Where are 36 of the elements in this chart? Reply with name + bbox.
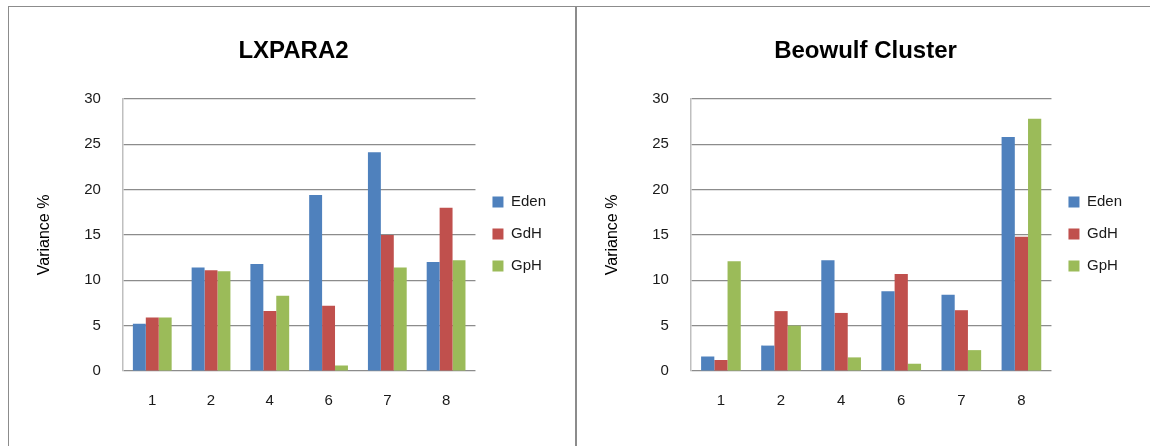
x-tick-label: 6 xyxy=(324,391,333,409)
y-tick-label: 20 xyxy=(652,179,669,197)
y-axis-title: Variance % xyxy=(603,194,621,276)
chart-title: LXPARA2 xyxy=(238,36,349,64)
y-axis-title: Variance % xyxy=(35,194,53,276)
x-tick-label: 7 xyxy=(383,391,392,409)
y-tick-label: 25 xyxy=(84,134,101,152)
y-tick-label: 30 xyxy=(652,88,669,106)
chart-title: Beowulf Cluster xyxy=(774,36,957,64)
x-tick-label: 4 xyxy=(265,391,274,409)
y-tick-label: 15 xyxy=(84,225,101,243)
x-tick-label: 8 xyxy=(441,391,451,409)
legend-label: Eden xyxy=(1086,192,1123,210)
y-tick-label: 30 xyxy=(84,88,101,106)
y-tick-label: 0 xyxy=(660,361,669,379)
x-tick-label: 6 xyxy=(897,391,906,409)
y-tick-label: 0 xyxy=(92,361,101,379)
x-tick-label: 8 xyxy=(1017,391,1026,409)
legend-label: Eden xyxy=(510,192,547,210)
x-tick-label: 2 xyxy=(776,391,786,409)
x-tick-label: 2 xyxy=(206,391,216,409)
y-tick-label: 5 xyxy=(92,315,101,333)
y-tick-label: 20 xyxy=(84,179,101,197)
legend-label: GpH xyxy=(510,256,542,274)
x-tick-label: 4 xyxy=(836,391,846,409)
x-tick-label: 7 xyxy=(957,391,966,409)
x-tick-label: 1 xyxy=(148,391,157,409)
y-tick-label: 10 xyxy=(652,270,669,288)
y-tick-label: 25 xyxy=(652,134,669,152)
y-tick-label: 5 xyxy=(660,315,669,333)
legend-label: GdH xyxy=(1086,224,1118,242)
x-tick-label: 1 xyxy=(716,391,726,409)
y-tick-label: 10 xyxy=(84,270,101,288)
legend-label: GpH xyxy=(1086,256,1118,274)
y-tick-label: 15 xyxy=(652,225,669,243)
legend-label: GdH xyxy=(510,224,542,242)
